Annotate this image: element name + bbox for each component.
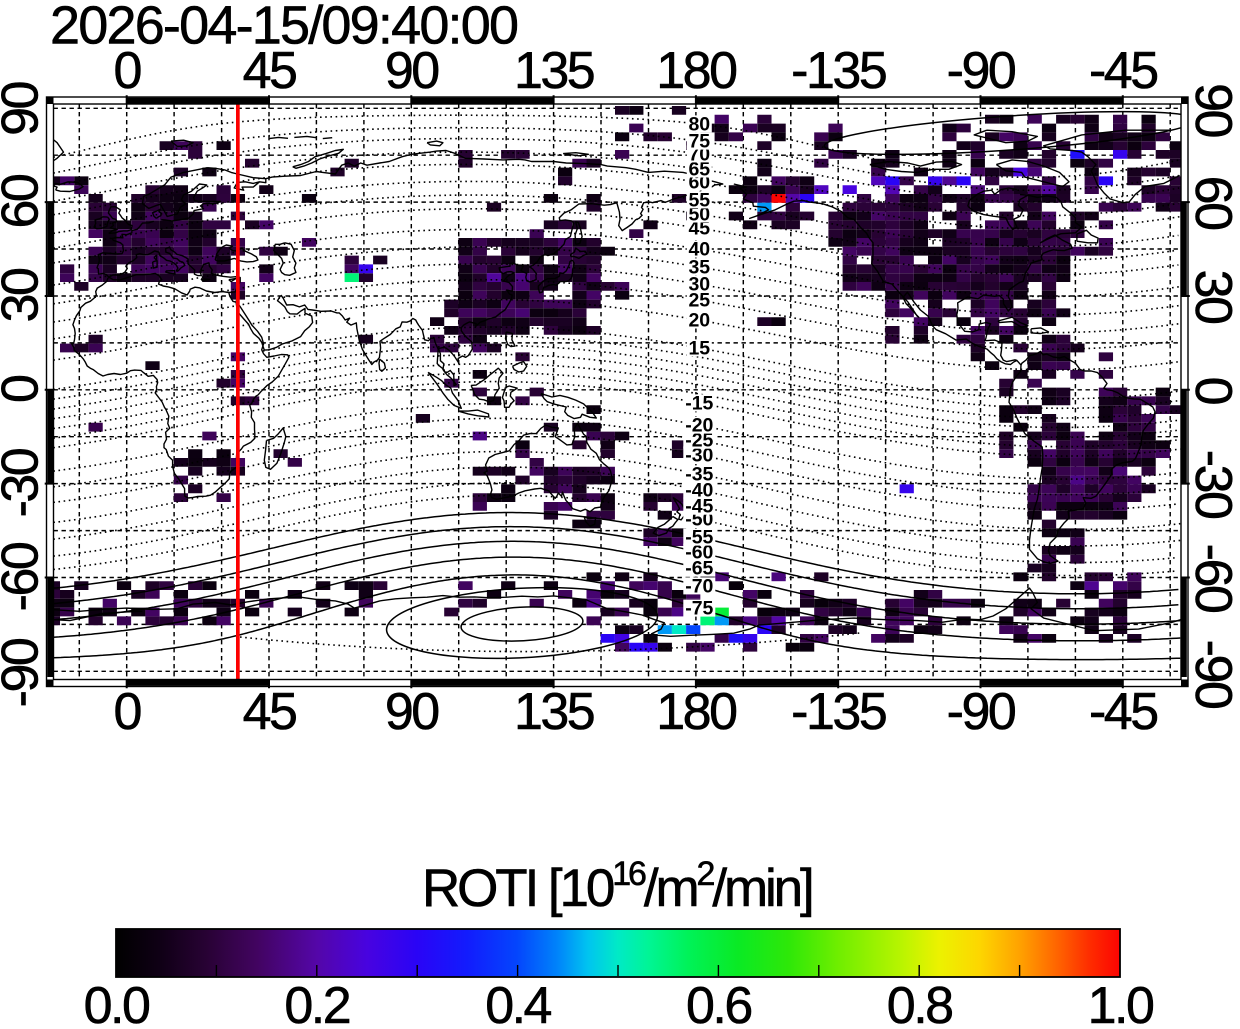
svg-text:-135: -135 <box>791 683 886 741</box>
svg-text:ROTI [1016/m2/min]: ROTI [1016/m2/min] <box>422 855 812 918</box>
svg-text:-90: -90 <box>947 683 1015 741</box>
svg-text:-20: -20 <box>685 415 713 437</box>
svg-text:50: 50 <box>688 204 710 226</box>
svg-text:-75: -75 <box>685 598 713 620</box>
svg-text:0.6: 0.6 <box>686 977 751 1024</box>
svg-text:-35: -35 <box>685 463 713 485</box>
svg-text:135: 135 <box>514 42 594 100</box>
svg-text:-90: -90 <box>0 639 50 707</box>
svg-text:45: 45 <box>243 683 296 741</box>
svg-text:0: 0 <box>1184 377 1240 404</box>
svg-text:80: 80 <box>688 113 710 135</box>
svg-text:90: 90 <box>385 683 438 741</box>
svg-text:-65: -65 <box>685 558 713 580</box>
svg-text:15: 15 <box>688 337 710 359</box>
svg-text:-60: -60 <box>1184 544 1240 612</box>
svg-text:-45: -45 <box>685 496 713 518</box>
svg-text:90: 90 <box>1184 83 1240 136</box>
svg-text:1.0: 1.0 <box>1088 977 1153 1024</box>
svg-text:0: 0 <box>0 376 50 403</box>
svg-text:-60: -60 <box>685 542 713 564</box>
svg-text:-90: -90 <box>947 42 1015 100</box>
svg-text:-40: -40 <box>685 479 713 501</box>
svg-text:-30: -30 <box>1184 450 1240 518</box>
svg-text:20: 20 <box>688 310 710 332</box>
svg-text:-60: -60 <box>0 543 50 611</box>
svg-text:55: 55 <box>688 189 710 211</box>
svg-text:45: 45 <box>688 218 710 240</box>
svg-text:2026-04-15/09:40:00: 2026-04-15/09:40:00 <box>50 0 517 56</box>
svg-text:30: 30 <box>1184 270 1240 323</box>
svg-text:60: 60 <box>1184 176 1240 229</box>
svg-text:0.2: 0.2 <box>284 977 349 1024</box>
svg-text:0: 0 <box>113 683 140 741</box>
svg-text:45: 45 <box>243 42 296 100</box>
svg-text:180: 180 <box>656 42 736 100</box>
svg-text:0.4: 0.4 <box>485 977 551 1024</box>
svg-text:90: 90 <box>385 42 438 100</box>
svg-text:35: 35 <box>688 256 710 278</box>
svg-text:-135: -135 <box>791 42 886 100</box>
svg-text:90: 90 <box>0 83 50 136</box>
svg-text:0: 0 <box>113 42 140 100</box>
svg-text:180: 180 <box>656 683 736 741</box>
svg-text:-55: -55 <box>685 527 713 549</box>
svg-text:40: 40 <box>688 239 710 261</box>
svg-text:-15: -15 <box>685 392 713 414</box>
svg-text:-90: -90 <box>1184 640 1240 708</box>
svg-text:30: 30 <box>0 269 50 322</box>
svg-text:30: 30 <box>688 274 710 296</box>
svg-text:-30: -30 <box>685 444 713 466</box>
svg-text:0.0: 0.0 <box>84 977 149 1024</box>
svg-text:-30: -30 <box>0 449 50 517</box>
svg-text:135: 135 <box>514 683 594 741</box>
svg-text:25: 25 <box>688 290 710 312</box>
svg-text:-25: -25 <box>685 430 713 452</box>
svg-text:0.8: 0.8 <box>887 977 952 1024</box>
svg-text:-45: -45 <box>1089 42 1157 100</box>
svg-text:-70: -70 <box>685 575 713 597</box>
svg-text:75: 75 <box>688 131 710 153</box>
svg-text:60: 60 <box>0 175 50 228</box>
svg-text:-45: -45 <box>1089 683 1157 741</box>
svg-text:65: 65 <box>688 159 710 181</box>
